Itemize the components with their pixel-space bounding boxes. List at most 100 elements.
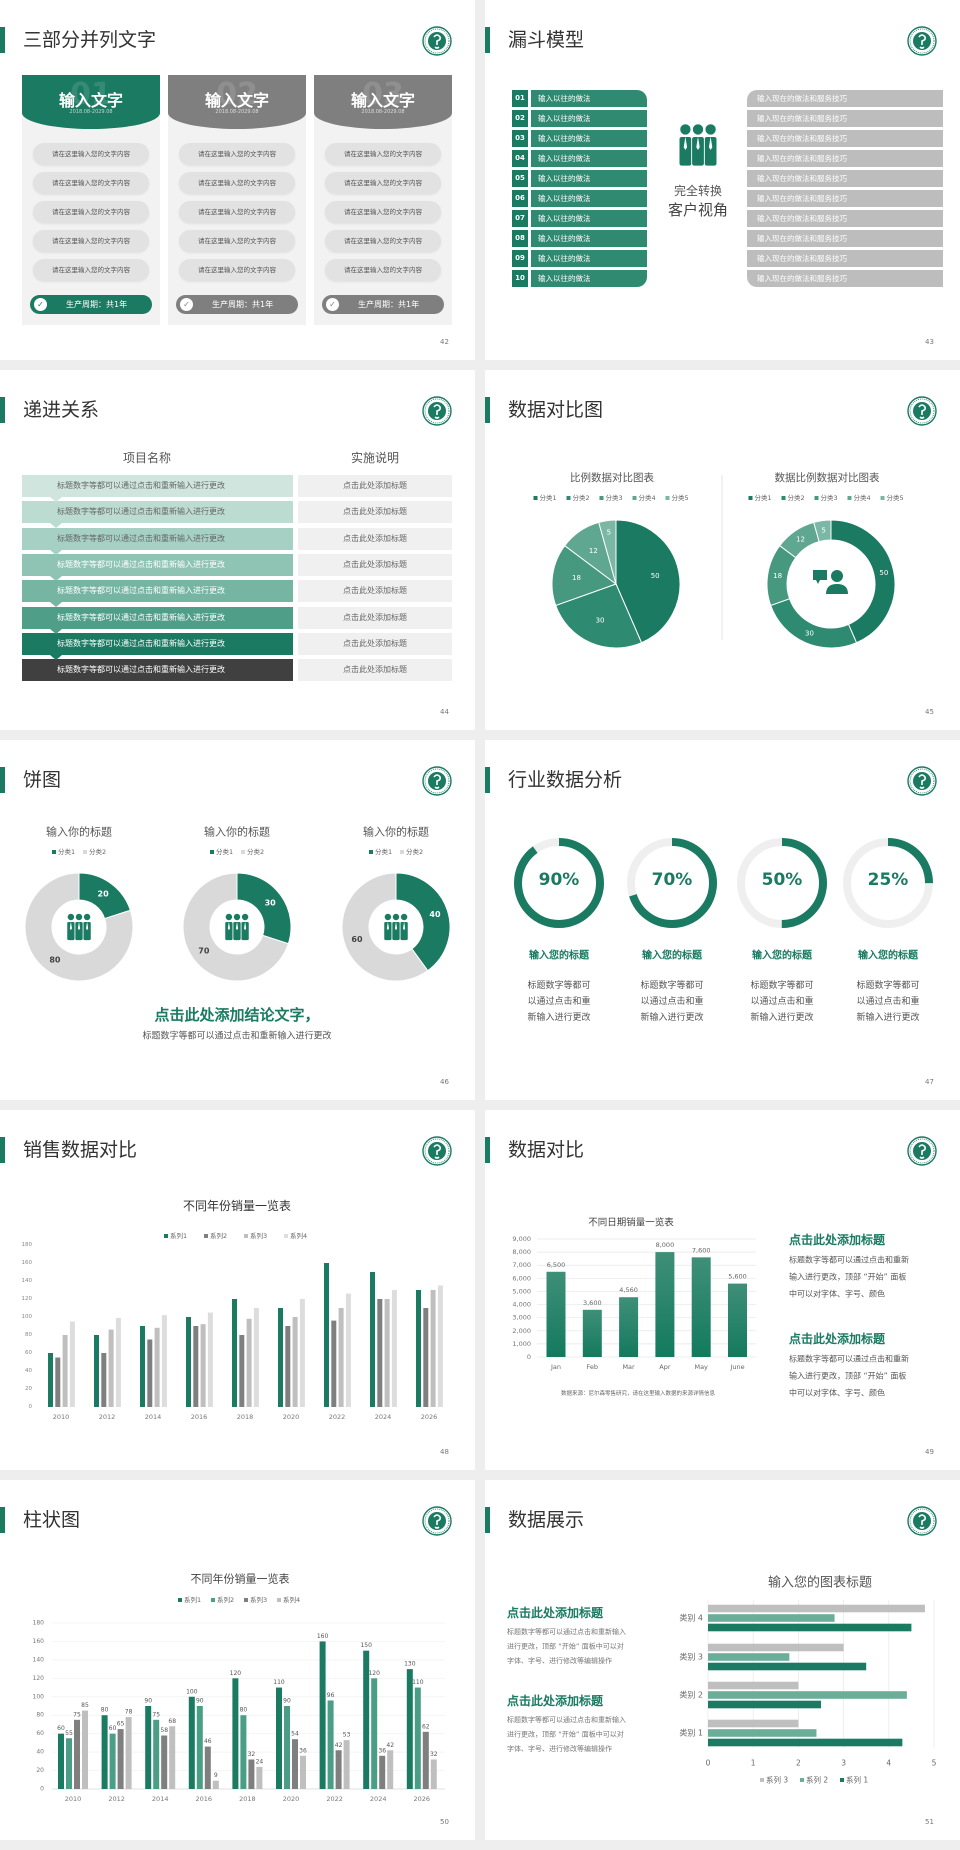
logo-dots-ring [909,768,935,794]
bar [153,1719,160,1789]
progression-row: 标题数字等都可以通过点击和重新输入进行更改 [22,606,293,629]
funnel-center-graphic [678,123,718,167]
pie-slice [615,519,681,644]
logo-mark [433,1144,441,1159]
source-note: 数据来源：尼尔森零售研究，请在这里输入数据的来源详情信息 [561,1389,716,1397]
pie-slice [555,583,643,649]
progression-row: 标题数字等都可以通过点击和重新输入进行更改 [22,632,293,655]
donut-slice [236,872,292,945]
card-item-pill: 请在这里输入您的文字内容 [179,143,295,165]
slide-42: 三部分并列文字 42 01 输入文字 2018.08-2029.08 请在这里输入您的文字… [0,0,475,360]
legend-swatch [632,496,637,500]
card-heading: 输入文字 [204,91,269,110]
bar [422,1731,429,1789]
card-item-pill: 请在这里输入您的文字内容 [179,259,295,281]
data-label: 60 [57,1725,65,1732]
column-card: 01 输入文字 2018.08-2029.08 请在这里输入您的文字内容 请在这里输入您… [22,75,160,325]
bar [708,1729,817,1737]
y-tick-label: 0 [29,1404,33,1410]
ring-heading: 输入您的标题 [529,949,590,962]
bar [248,1759,255,1789]
legend-swatch [241,850,245,854]
bar [253,1308,259,1407]
y-tick-label: 80 [25,1332,32,1338]
ring-description: 标题数字等都可 [527,979,590,991]
x-tick-label: 2014 [152,1795,169,1803]
legend-label: 分类1 [216,847,233,856]
y-tick-label: 60 [25,1350,32,1356]
legend-label: 系列 3 [766,1775,788,1785]
legend-label: 分类1 [755,493,772,502]
slide-49: 数据对比 49 不同日期销量一览表 0 1,000 2,000 3,000 4,000 5,00… [485,1110,960,1470]
x-tick-label: 2010 [65,1795,82,1803]
data-label: 54 [291,1731,299,1738]
bar [708,1719,799,1728]
funnel-number: 02 [512,110,528,127]
conclusion-subtitle: 标题数字等都可以通过点击和重新输入进行更改 [142,1031,332,1042]
monthly-bar-chart: 不同日期销量一览表 0 1,000 2,000 3,000 4,000 5,000 6,000… [512,1217,909,1398]
card-item-pill: 请在这里输入您的文字内容 [325,201,441,223]
row-arrow-notch [50,549,62,555]
slide-50: 柱状图 50 不同年份销量一览表 系列1 系列2 系列3 系列4 0 20 40 60 80 100 12… [0,1480,475,1840]
card-item-pill: 请在这里输入您的文字内容 [179,172,295,194]
bar [101,1353,107,1407]
bar [414,1687,421,1789]
bar [94,1335,99,1407]
bar [278,1308,283,1407]
bar [240,1715,247,1789]
card-date: 2018.08-2029.08 [69,109,113,115]
title-accent-bar [485,1507,490,1533]
bar [655,1252,675,1357]
people-icon [383,913,409,941]
bar [125,1717,132,1789]
progress-ring-fill [627,838,717,928]
bar [546,1271,566,1357]
bar [728,1283,747,1357]
slice-label: 18 [773,572,782,580]
logo-mark [433,774,441,789]
bar [300,1755,306,1789]
logo-dots-ring [424,398,450,424]
title-accent-bar [0,767,5,793]
legend-swatch [164,1234,168,1238]
y-tick-label: 120 [33,1675,45,1682]
bar [145,1706,152,1789]
x-tick-label: 2018 [239,1795,256,1803]
block-heading: 点击此处添加标题 [789,1232,886,1247]
slide-title: 数据对比图 [508,399,604,421]
page-number: 49 [925,1448,934,1456]
legend-label: 分类1 [540,493,557,502]
column-header-project: 项目名称 [122,450,172,465]
bar [196,1706,203,1789]
legend-swatch [83,850,87,854]
x-tick-label: Jan [550,1363,561,1371]
category-label: 类别 1 [679,1728,703,1738]
row-description: 点击此处添加标题 [298,501,452,524]
data-label: 60 [109,1725,117,1732]
legend-label: 系列1 [170,1231,187,1240]
legend-label: 系列2 [217,1595,234,1604]
bar [324,1263,329,1407]
chart-title: 比例数据对比图表 [570,471,654,484]
block-heading: 点击此处添加标题 [789,1331,886,1346]
bar [423,1308,429,1407]
slide-title: 递进关系 [23,399,100,421]
funnel-right-item: 输入现在的做法和服务技巧 [747,270,943,287]
bar [708,1700,821,1709]
card-item-pill: 请在这里输入您的文字内容 [33,230,149,252]
data-label: 42 [335,1742,343,1749]
bar [115,1317,121,1407]
bar [147,1339,153,1407]
center-label-line2: 客户视角 [667,201,729,219]
x-tick-label: 2012 [108,1795,125,1803]
progress-percent: 25% [868,870,909,890]
slide-title: 销售数据对比 [23,1139,138,1161]
slice-label: 5 [607,528,611,536]
bar [708,1738,903,1747]
block-heading: 点击此处添加标题 [507,1605,604,1620]
data-label: 7,600 [692,1246,711,1254]
card-item-pill: 请在这里输入您的文字内容 [325,143,441,165]
progression-row: 标题数字等都可以通过点击和重新输入进行更改 [22,527,293,550]
